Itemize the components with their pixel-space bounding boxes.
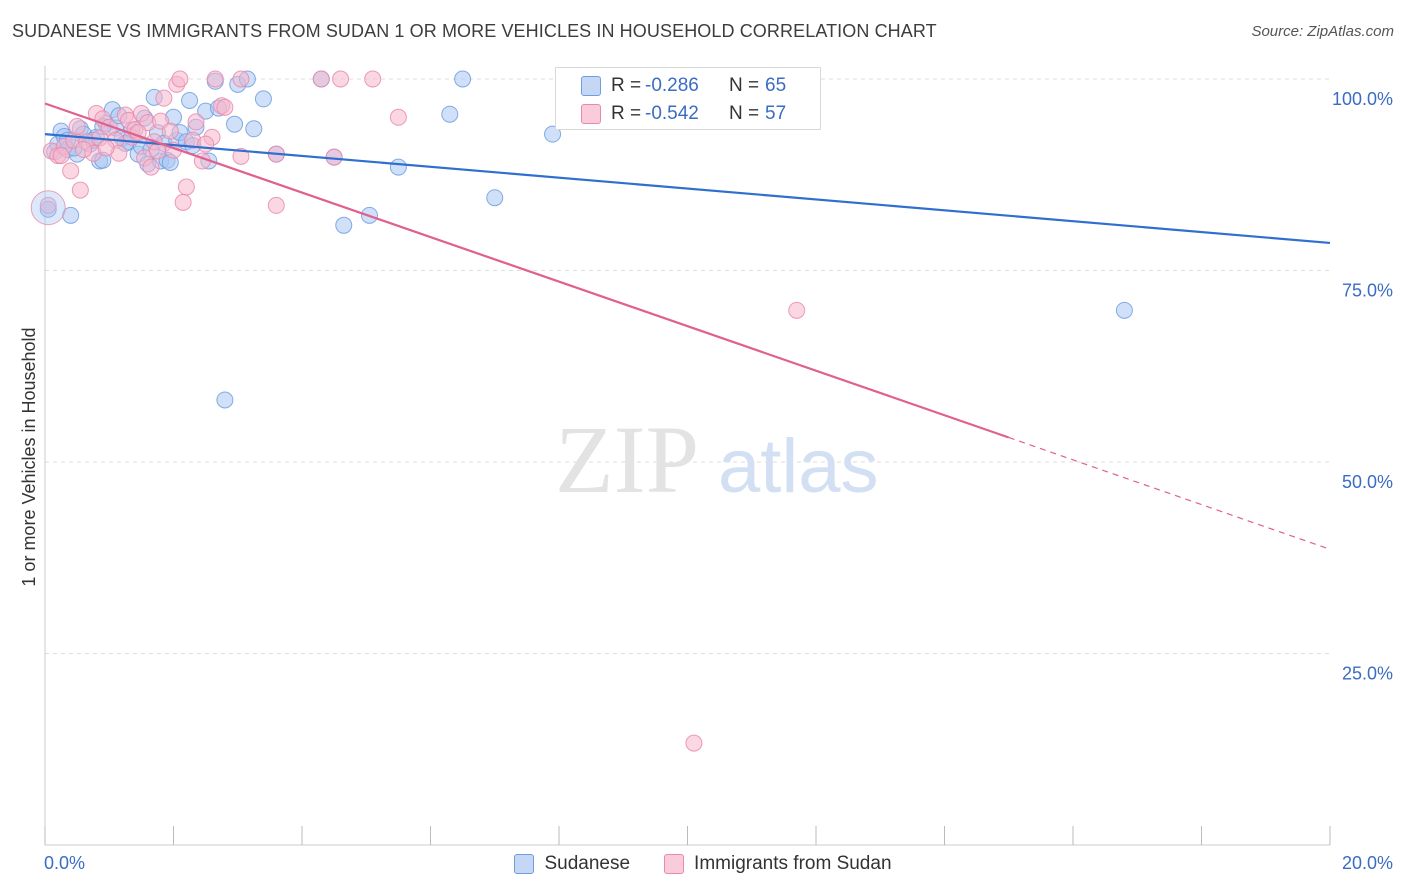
grid-layer — [45, 78, 1330, 654]
y-tick-label: 25.0% — [1342, 664, 1393, 684]
sudanese-point — [245, 120, 263, 138]
sudanese-point — [486, 189, 504, 207]
immigrant-point — [312, 70, 330, 88]
immigrant-point — [155, 89, 173, 107]
stats-row-sudanese: R = -0.286 N = 65 — [556, 72, 786, 100]
n-value: 65 — [765, 75, 787, 96]
immigrant-point — [52, 147, 70, 165]
sudanese-point — [544, 125, 562, 143]
r-label: R = — [611, 75, 642, 96]
sudanese-swatch — [581, 76, 601, 96]
r-value: -0.286 — [645, 75, 699, 96]
sudanese-point — [454, 70, 472, 88]
sudanese-point — [216, 391, 234, 409]
chart-legend: Sudanese Immigrants from Sudan — [0, 851, 1406, 877]
immigrant-point — [68, 117, 86, 135]
immigrant-point — [206, 70, 224, 88]
immigrant-point — [267, 196, 285, 214]
stats-row-immigrants: R = -0.542 N = 57 — [556, 100, 786, 128]
immigrant-point — [216, 98, 234, 116]
immigrant-point — [332, 70, 350, 88]
immigrant-point — [97, 139, 115, 157]
immigrants-trendline — [44, 102, 1010, 439]
immigrant-point — [197, 135, 215, 153]
y-tick-label: 75.0% — [1342, 281, 1393, 301]
trend-layer — [44, 102, 1331, 550]
sudanese-trendline — [44, 133, 1331, 245]
legend-swatch-immigrants — [664, 854, 685, 874]
n-label: N = — [729, 103, 760, 124]
sudanese-point — [1115, 301, 1133, 319]
immigrant-point — [364, 70, 382, 88]
n-label: N = — [729, 75, 760, 96]
watermark: ZIP atlas — [555, 406, 879, 513]
source-note: Source: ZipAtlas.com — [1251, 23, 1394, 40]
immigrant-point — [62, 162, 80, 180]
immigrants-swatch — [581, 104, 601, 124]
legend-item-sudanese[interactable]: Sudanese — [514, 853, 630, 875]
legend-swatch-sudanese — [514, 854, 535, 874]
sudanese-point — [335, 216, 353, 234]
immigrant-point — [174, 193, 192, 211]
immigrant-point — [788, 301, 806, 319]
immigrant-point — [71, 181, 89, 199]
immigrant-point — [232, 70, 250, 88]
legend-item-immigrants[interactable]: Immigrants from Sudan — [664, 853, 892, 875]
immigrant-point — [171, 70, 189, 88]
x-tick-label-max: 20.0% — [1342, 853, 1393, 873]
stats-legend-box: R = -0.286 N = 65 R = -0.542 N = 57 — [555, 67, 821, 130]
immigrant-point — [389, 108, 407, 126]
n-value: 57 — [765, 103, 787, 124]
legend-label-immigrants: Immigrants from Sudan — [694, 853, 892, 874]
x-tick-label-min: 0.0% — [44, 853, 85, 873]
sudanese-point-large — [30, 190, 66, 226]
immigrant-point — [177, 178, 195, 196]
immigrant-point — [232, 147, 250, 165]
sudanese-point — [62, 206, 80, 224]
watermark-zip: ZIP — [555, 406, 699, 513]
immigrant-point — [685, 734, 703, 752]
y-axis-label: 1 or more Vehicles in Household — [19, 327, 39, 586]
sudanese-point — [254, 90, 272, 108]
immigrant-point — [161, 122, 179, 140]
immigrant-point — [39, 196, 57, 214]
watermark-atlas: atlas — [718, 424, 879, 509]
r-label: R = — [611, 103, 642, 124]
sudanese-point — [226, 115, 244, 133]
immigrants-trendline-extension — [1008, 436, 1331, 550]
sudanese-point — [389, 158, 407, 176]
sudanese-point — [441, 105, 459, 123]
sudanese-point — [181, 91, 199, 109]
immigrant-point — [142, 158, 160, 176]
r-value: -0.542 — [645, 103, 699, 124]
legend-label-sudanese: Sudanese — [544, 853, 631, 874]
y-tick-label: 100.0% — [1332, 89, 1393, 109]
axis-layer: 25.0% 50.0% 75.0% 100.0% 0.0% 20.0% — [44, 66, 1393, 873]
y-tick-label: 50.0% — [1342, 472, 1393, 492]
immigrant-point — [75, 140, 93, 158]
chart-title: SUDANESE VS IMMIGRANTS FROM SUDAN 1 OR M… — [12, 21, 937, 41]
immigrant-point — [187, 113, 205, 131]
